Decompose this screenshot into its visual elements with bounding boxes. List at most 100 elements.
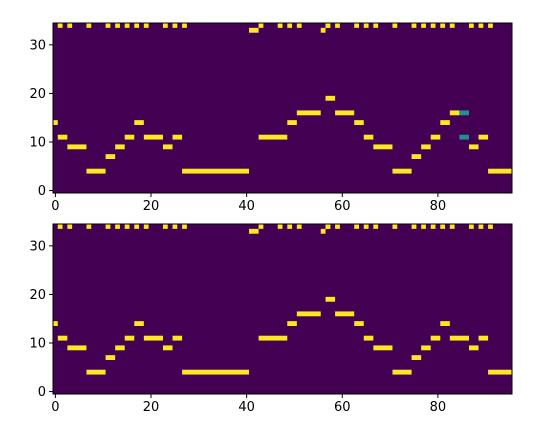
marker-cell — [258, 23, 264, 28]
marker-cell — [277, 224, 283, 229]
x-tick-label: 40 — [238, 400, 255, 415]
marker-cell — [277, 23, 283, 28]
marker-cell — [354, 224, 359, 229]
note-cell — [440, 120, 450, 125]
note-cell — [363, 335, 374, 341]
heatmap-background — [53, 23, 512, 193]
note-cell — [115, 144, 125, 150]
marker-cell — [115, 23, 120, 28]
note-cell — [421, 144, 431, 150]
x-tick-label: 0 — [51, 199, 59, 214]
marker-cell — [287, 224, 293, 229]
note-cell — [67, 144, 87, 150]
marker-cell — [373, 23, 379, 28]
marker-cell — [134, 224, 140, 229]
note-cell — [287, 120, 297, 125]
marker-cell — [57, 224, 63, 229]
x-tick-label: 60 — [334, 400, 351, 415]
marker-cell — [172, 23, 178, 28]
marker-cell — [249, 228, 259, 234]
marker-cell — [67, 224, 73, 229]
marker-cell — [411, 224, 417, 229]
marker-cell — [430, 23, 436, 28]
note-cell — [488, 168, 512, 174]
marker-cell — [172, 224, 178, 229]
axes-frame — [52, 22, 513, 194]
note-cell — [411, 355, 422, 360]
marker-cell — [478, 224, 484, 229]
marker-cell — [449, 23, 455, 28]
note-cell — [354, 120, 364, 125]
heatmap-image — [53, 23, 512, 193]
marker-cell — [411, 23, 417, 28]
marker-cell — [287, 23, 293, 28]
note-cell — [392, 168, 412, 174]
marker-cell — [320, 27, 326, 33]
marker-cell — [325, 224, 331, 229]
top-heatmap-panel: 0 20 40 60 80 0 10 20 30 — [29, 22, 513, 214]
y-tick-label: 0 — [38, 184, 46, 199]
note-cell — [115, 345, 125, 351]
marker-cell — [182, 23, 187, 28]
heatmap-background — [53, 224, 512, 394]
note-cell — [143, 134, 163, 140]
marker-cell — [258, 224, 264, 229]
x-tick-label: 20 — [143, 400, 160, 415]
note-cell — [411, 154, 422, 159]
note-cell — [57, 134, 68, 140]
note-cell — [86, 168, 106, 174]
heatmap-image — [53, 224, 512, 394]
marker-cell — [67, 23, 73, 28]
note-cell — [296, 311, 321, 317]
x-tick-label: 80 — [430, 199, 447, 214]
note-cell — [421, 345, 431, 351]
marker-cell — [363, 23, 369, 28]
note-cell — [478, 134, 489, 140]
note-cell — [182, 168, 250, 174]
note-cell — [105, 154, 116, 159]
marker-cell — [468, 224, 474, 229]
marker-cell — [296, 224, 302, 229]
marker-cell — [488, 224, 493, 229]
marker-cell — [373, 224, 379, 229]
marker-cell — [440, 23, 446, 28]
note-cell — [296, 110, 321, 116]
note-cell — [67, 345, 87, 351]
note-cell — [430, 335, 441, 341]
marker-cell — [335, 224, 340, 229]
marker-cell — [249, 27, 259, 33]
marker-cell — [296, 23, 302, 28]
note-cell — [459, 110, 469, 116]
y-tick-label: 0 — [38, 385, 46, 400]
y-tick-label: 30 — [29, 239, 46, 254]
marker-cell — [392, 23, 398, 28]
marker-cell — [124, 23, 130, 28]
y-tick-label: 30 — [29, 38, 46, 53]
marker-cell — [57, 23, 63, 28]
marker-cell — [488, 23, 493, 28]
marker-cell — [335, 23, 340, 28]
note-cell — [363, 134, 374, 140]
marker-cell — [430, 224, 436, 229]
marker-cell — [105, 224, 111, 229]
note-cell — [86, 369, 106, 375]
marker-cell — [162, 224, 168, 229]
x-tick-label: 80 — [430, 400, 447, 415]
marker-cell — [320, 228, 326, 234]
marker-cell — [421, 23, 426, 28]
note-cell — [449, 335, 469, 341]
marker-cell — [449, 224, 455, 229]
note-cell — [325, 95, 336, 101]
marker-cell — [421, 224, 426, 229]
note-cell — [478, 335, 489, 341]
marker-cell — [105, 23, 111, 28]
note-cell — [134, 120, 144, 125]
note-cell — [373, 345, 393, 351]
note-cell — [162, 144, 173, 150]
note-cell — [459, 134, 469, 140]
y-tick-label: 20 — [29, 288, 46, 303]
note-cell — [162, 345, 173, 351]
y-tick-label: 10 — [29, 337, 46, 352]
marker-cell — [392, 224, 398, 229]
